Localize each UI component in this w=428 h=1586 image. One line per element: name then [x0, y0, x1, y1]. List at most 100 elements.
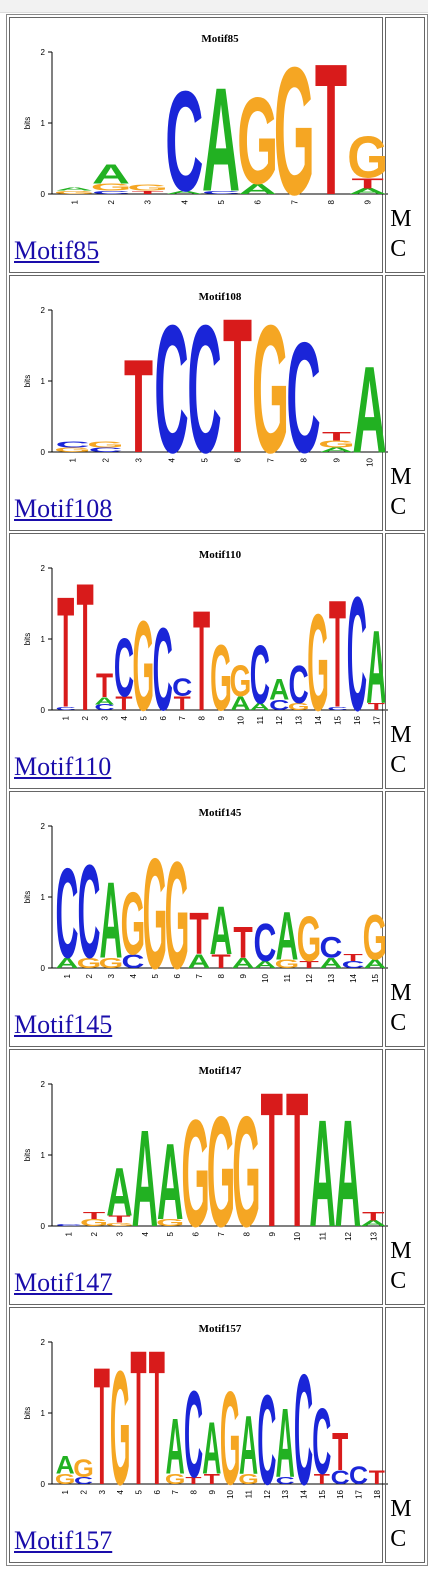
x-tick-label: 14	[349, 973, 358, 982]
top-strip	[0, 0, 428, 13]
x-tick-label: 5	[151, 973, 160, 978]
logo-letter-A: A	[232, 955, 255, 971]
x-tick-label: 9	[364, 199, 373, 204]
x-tick-label: 17	[372, 715, 381, 724]
logo-letter-C: C	[187, 288, 221, 482]
motif-link[interactable]: Motif147	[14, 1268, 113, 1297]
logo-letter-T: T	[130, 1314, 146, 1514]
x-tick-label: 16	[336, 1489, 345, 1498]
motif-logo-cell: Motif157 0 1 2 bits G A 1 C G 2 T 3 G 4 T 5 T 6 G A 7 T C 8 T A 9 G 1…	[9, 1307, 388, 1563]
detail-line: M	[390, 722, 412, 748]
x-tick-label: 14	[300, 1489, 309, 1498]
logo-letter-G: G	[207, 1084, 235, 1256]
x-tick-label: 10	[293, 1231, 302, 1240]
logo-letter-G: G	[165, 831, 190, 998]
y-tick-label: 1	[41, 377, 46, 386]
x-tick-label: 3	[135, 457, 144, 462]
motif-link[interactable]: Motif110	[14, 752, 112, 781]
detail-line: C	[390, 236, 407, 262]
logo-letter-A: A	[56, 955, 79, 971]
x-tick-label: 5	[135, 1489, 144, 1494]
logo-letter-G: G	[54, 447, 91, 454]
y-axis-label: bits	[23, 1149, 32, 1161]
x-tick-label: 16	[353, 715, 362, 724]
logo-letter-T: T	[149, 1314, 165, 1514]
logo-letter-A: A	[55, 186, 93, 192]
logo-letter-G: G	[275, 958, 300, 971]
x-tick-label: 10	[366, 457, 375, 466]
y-tick-label: 1	[41, 1151, 46, 1160]
logo-letter-G: G	[232, 1084, 260, 1256]
detail-line: M	[390, 1496, 412, 1522]
detail-line: C	[390, 752, 407, 778]
x-tick-label: 12	[263, 1489, 272, 1498]
motif-link[interactable]: Motif85	[14, 236, 100, 265]
x-tick-label: 5	[139, 715, 148, 720]
x-tick-label: 10	[236, 715, 245, 724]
x-tick-label: 10	[226, 1489, 235, 1498]
logo-letter-C: C	[289, 655, 309, 715]
y-tick-label: 2	[41, 564, 46, 573]
x-tick-label: 3	[101, 715, 110, 720]
logo-letter-C: C	[276, 1476, 295, 1487]
x-tick-label: 5	[166, 1231, 175, 1236]
logo-letter-A: A	[366, 610, 386, 726]
logo-letter-G: G	[110, 1336, 131, 1514]
x-tick-label: 7	[171, 1489, 180, 1494]
x-tick-label: 6	[159, 715, 168, 720]
motif-link[interactable]: Motif145	[14, 1010, 113, 1039]
x-tick-label: 3	[144, 199, 153, 204]
x-tick-label: 5	[201, 457, 210, 462]
y-axis-label: bits	[23, 633, 32, 645]
x-tick-label: 11	[245, 1489, 254, 1498]
logo-letter-T: T	[233, 918, 253, 967]
logo-letter-T: T	[115, 693, 132, 715]
logo-letter-A: A	[319, 447, 353, 454]
logo-letter-T: T	[174, 693, 191, 715]
x-tick-label: 4	[116, 1489, 125, 1494]
logo-letter-A: A	[165, 190, 203, 196]
logo-letter-A: A	[56, 1452, 75, 1479]
motif-link[interactable]: Motif157	[14, 1526, 113, 1555]
x-tick-label: 3	[98, 1489, 107, 1494]
logo-letter-T: T	[314, 1471, 330, 1488]
motif-link[interactable]: Motif108	[14, 494, 113, 523]
x-tick-label: 12	[275, 715, 284, 724]
logo-letter-T: T	[352, 175, 385, 191]
logo-letter-T: T	[108, 1214, 131, 1225]
x-tick-label: 14	[314, 715, 323, 724]
logo-title: Motif85	[201, 33, 239, 45]
logo-letter-C: C	[78, 836, 101, 986]
logo-letter-T: T	[185, 1476, 201, 1487]
logo-letter-T: T	[343, 952, 363, 963]
x-tick-label: 9	[208, 1489, 217, 1494]
bottom-strip	[0, 1578, 428, 1586]
logo-letter-C: C	[327, 706, 347, 711]
x-tick-label: 12	[305, 973, 314, 982]
motif-logo-cell: Motif85 0 1 2 bits G A 1 C G A 2 T G 3 A C 4 C A 5 A G 6 G 7 T 8 A T G…	[9, 17, 388, 273]
x-tick-label: 9	[239, 973, 248, 978]
x-tick-label: 2	[80, 1489, 89, 1494]
logo-letter-A: A	[254, 959, 277, 970]
logo-letter-G: G	[165, 1471, 186, 1488]
logo-letter-A: A	[276, 1389, 295, 1498]
x-tick-label: 12	[344, 1231, 353, 1240]
logo-letter-C: C	[154, 288, 188, 482]
logo-letter-C: C	[347, 562, 367, 740]
detail-line: M	[390, 206, 412, 232]
motif-logo-cell: Motif147 0 1 2 bits C 1 G T 2 G T A 3 A 4 G A 5 G 6 G 7 G 8 T 9 T 10…	[9, 1049, 388, 1305]
x-tick-label: 1	[61, 1489, 70, 1494]
x-tick-label: 13	[295, 715, 304, 724]
logo-letter-G: G	[181, 1087, 209, 1256]
logo-letter-G: G	[73, 1456, 94, 1483]
x-tick-label: 2	[81, 715, 90, 720]
logo-letter-A: A	[230, 693, 250, 715]
logo-letter-A: A	[250, 702, 270, 713]
logo-letter-T: T	[211, 950, 230, 972]
logo-letter-G: G	[80, 1217, 108, 1228]
x-tick-label: 1	[70, 199, 79, 204]
x-tick-label: 2	[85, 973, 94, 978]
logo-letter-T: T	[322, 430, 351, 443]
